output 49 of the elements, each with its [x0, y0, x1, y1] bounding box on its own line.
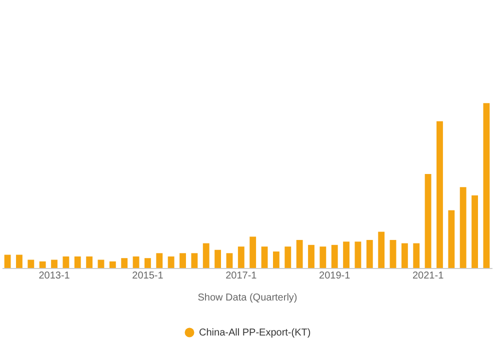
bar: [413, 243, 420, 268]
bar: [261, 246, 268, 268]
bar: [202, 243, 210, 268]
legend-label: China-All PP-Export-(KT): [199, 328, 311, 338]
bar: [331, 244, 338, 268]
bar: [191, 253, 198, 268]
bar: [354, 242, 362, 268]
bar: [144, 258, 151, 268]
x-tick-label: 2021-1: [412, 270, 444, 282]
bar: [436, 121, 443, 268]
bar: [343, 242, 350, 268]
bar: [109, 261, 116, 268]
x-tick-label: 2015-1: [132, 270, 164, 282]
bar: [214, 250, 222, 268]
bar: [121, 258, 128, 268]
bar: [366, 240, 373, 268]
bar: [4, 254, 11, 268]
bar: [378, 232, 385, 268]
bar: [472, 195, 478, 268]
bar: [62, 256, 70, 268]
bar: [28, 260, 34, 268]
x-axis-title: Show Data (Quarterly): [198, 292, 298, 304]
bar: [39, 261, 46, 268]
bar: [390, 240, 396, 268]
bar: [98, 260, 104, 268]
bar: [284, 246, 292, 268]
bar: [320, 246, 326, 268]
bar: [156, 253, 163, 268]
bar: [401, 243, 408, 268]
bar: [250, 236, 256, 268]
bar: [51, 260, 58, 268]
bar: [448, 210, 455, 268]
bar: [424, 174, 432, 268]
bar: [483, 103, 490, 268]
x-tick-label: 2017-1: [226, 270, 258, 282]
bar: [296, 240, 303, 268]
x-tick-label: 2019-1: [319, 270, 351, 282]
bar: [16, 254, 22, 268]
bar: [226, 253, 233, 268]
bar: [74, 256, 81, 268]
bar: [180, 253, 186, 268]
bar: [86, 256, 93, 268]
bar: [460, 187, 466, 268]
bar: [238, 246, 244, 268]
bar: [272, 252, 280, 268]
x-tick-label: 2013-1: [38, 270, 70, 282]
bar: [168, 256, 174, 268]
bar: [132, 256, 140, 268]
bar: [308, 244, 314, 268]
